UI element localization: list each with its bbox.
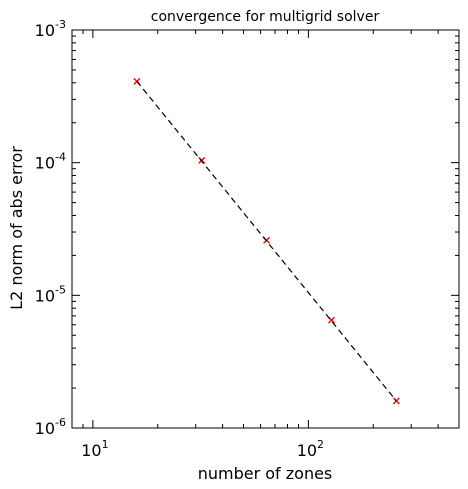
x-axis-label: number of zones [198, 464, 333, 483]
series-layer [133, 77, 400, 405]
y-tick-label-1-base: 10 [35, 286, 55, 305]
plot-area [71, 29, 460, 429]
y-tick-label-3-exp: -3 [55, 18, 66, 31]
y-tick-label-0-exp: -6 [55, 416, 66, 429]
plot-frame [71, 29, 460, 429]
y-tick-label-3-base: 10 [35, 21, 55, 40]
y-tick-label-0-base: 10 [35, 419, 55, 438]
y-tick-label-1-exp: -5 [55, 283, 66, 296]
x-tick-label-0-base: 10 [81, 441, 101, 460]
y-tick-label-2: 10-4 [35, 151, 66, 173]
y-axis-ticks: 10-610-510-410-3 [35, 18, 459, 438]
series-1-dashed-line [136, 80, 397, 402]
x-tick-label-0-exp: 1 [102, 438, 109, 451]
y-tick-label-0: 10-6 [35, 416, 66, 438]
y-tick-label-2-exp: -4 [55, 151, 66, 164]
chart-title: convergence for multigrid solver [151, 9, 380, 25]
y-tick-label-3: 10-3 [35, 18, 66, 40]
x-marker-stroke-b [327, 316, 335, 324]
x-tick-label-0: 101 [81, 438, 108, 460]
x-tick-label-1-exp: 2 [317, 438, 324, 451]
y-axis-label: L2 norm of abs error [7, 146, 26, 310]
x-axis-ticks: 101 102 [71, 30, 460, 460]
y-tick-label-2-base: 10 [35, 154, 55, 173]
y-tick-label-1: 10-5 [35, 283, 66, 305]
x-tick-label-1: 102 [297, 438, 324, 460]
x-tick-label-1-base: 10 [297, 441, 317, 460]
